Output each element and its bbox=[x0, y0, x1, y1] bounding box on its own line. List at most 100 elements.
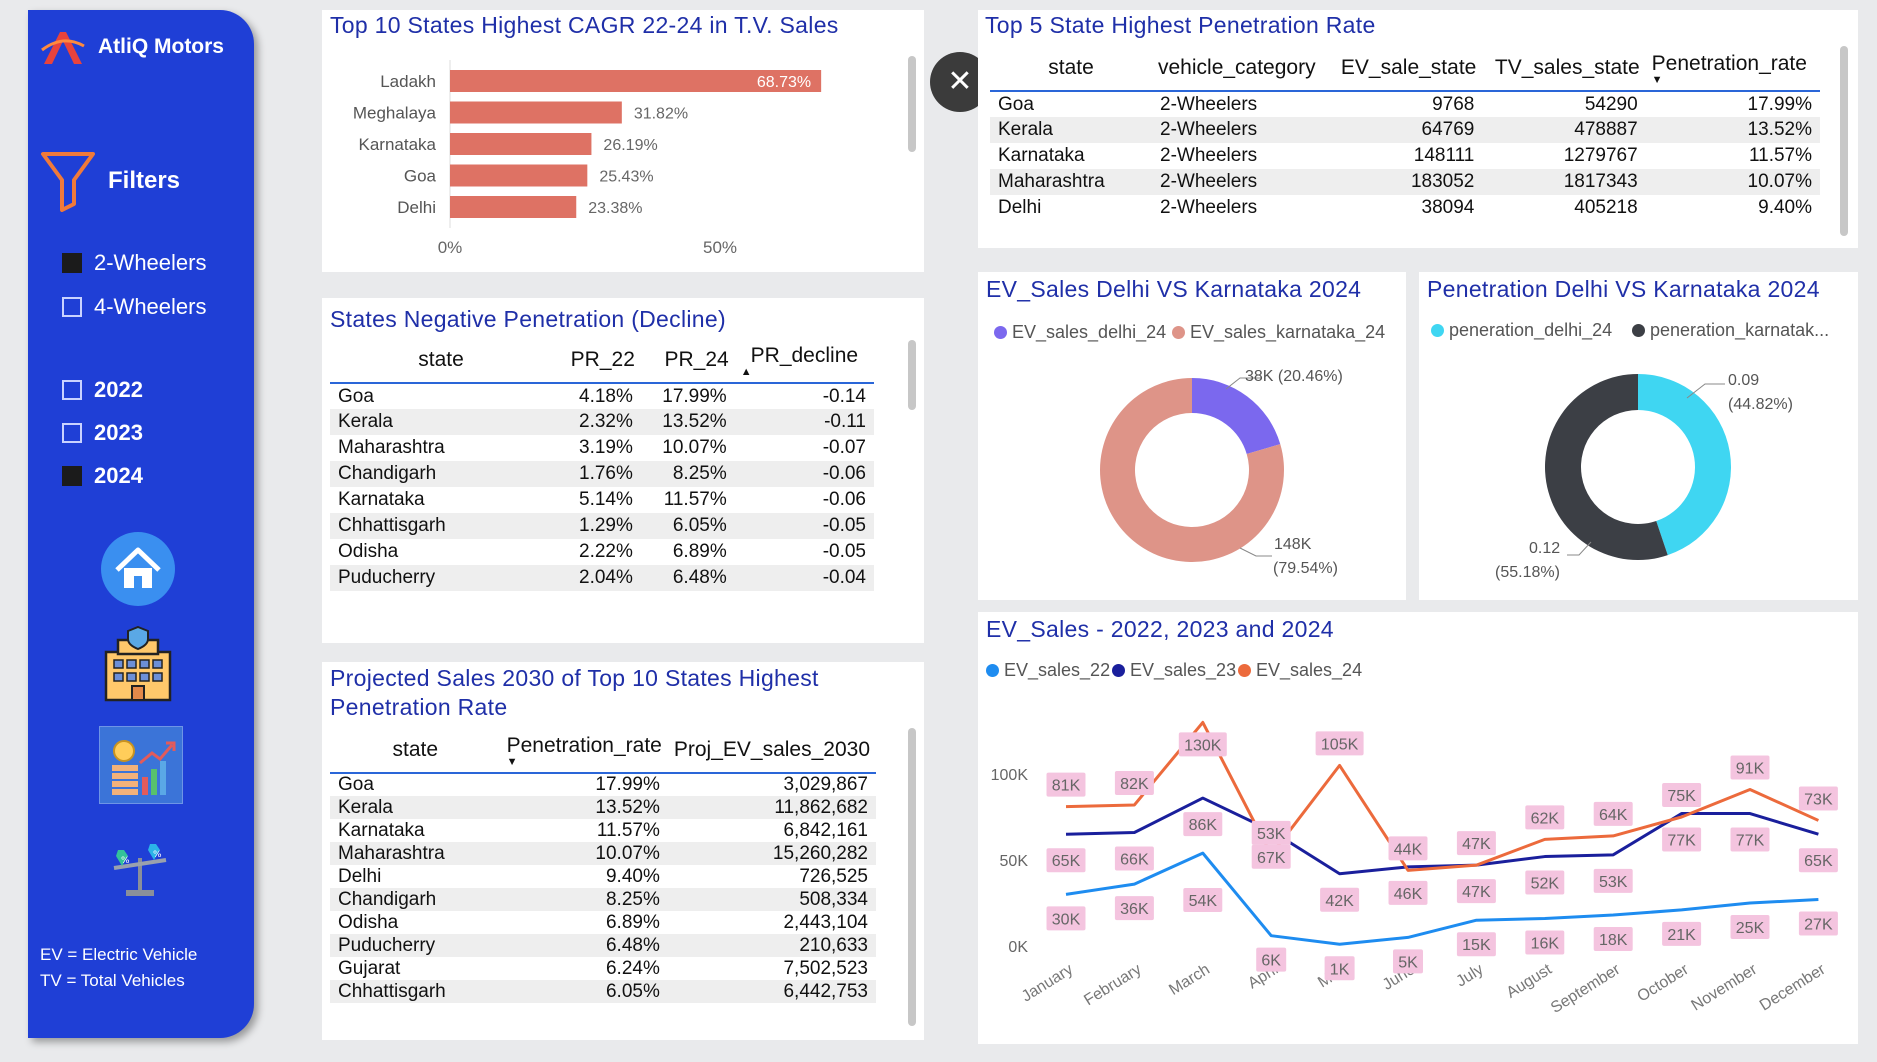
table-cell: Chhattisgarh bbox=[330, 513, 552, 539]
table-row[interactable]: Kerala 2.32% 13.52% -0.11 bbox=[330, 409, 874, 435]
legend-item[interactable]: EV_sales_22 bbox=[986, 660, 1110, 681]
table-row[interactable]: Delhi 9.40% 726,525 bbox=[330, 865, 876, 888]
donut-slice[interactable] bbox=[1100, 378, 1284, 562]
filter-year-2022[interactable]: 2022 bbox=[62, 377, 143, 403]
legend-item[interactable]: EV_sales_23 bbox=[1112, 660, 1236, 681]
cagr-bar[interactable] bbox=[450, 196, 577, 218]
table-row[interactable]: Delhi 2-Wheelers 38094 405218 9.40% bbox=[990, 195, 1820, 221]
data-label-bg bbox=[1114, 770, 1154, 795]
col-pr24[interactable]: PR_24 bbox=[640, 338, 735, 384]
table-row[interactable]: Maharashtra 2-Wheelers 183052 1817343 10.07% bbox=[990, 169, 1820, 195]
table-row[interactable]: Goa 2-Wheelers 9768 54290 17.99% bbox=[990, 91, 1820, 117]
top5-scrollbar[interactable] bbox=[1840, 46, 1848, 236]
table-row[interactable]: Kerala 2-Wheelers 64769 478887 13.52% bbox=[990, 117, 1820, 143]
projected-scrollbar[interactable] bbox=[908, 728, 916, 1026]
filter-4-wheelers[interactable]: 4-Wheelers bbox=[62, 294, 206, 320]
table-row[interactable]: Puducherry 6.48% 210,633 bbox=[330, 934, 876, 957]
data-label: 21K bbox=[1662, 921, 1702, 946]
data-label: 77K bbox=[1662, 827, 1702, 852]
table-cell: Chandigarh bbox=[330, 461, 552, 487]
series-line[interactable] bbox=[1065, 851, 1819, 946]
data-label-text: 30K bbox=[1052, 911, 1081, 928]
cagr-bar[interactable] bbox=[450, 164, 588, 187]
table-cell: 54290 bbox=[1584, 93, 1638, 115]
table-header: state Penetration_rate ▼ Proj_EV_sales_20… bbox=[330, 728, 876, 774]
table-row[interactable]: Chandigarh 8.25% 508,334 bbox=[330, 888, 876, 911]
col-state[interactable]: state bbox=[330, 728, 501, 774]
data-label-bg bbox=[1593, 927, 1633, 952]
table-row[interactable]: Karnataka 5.14% 11.57% -0.06 bbox=[330, 487, 874, 513]
data-label-bg bbox=[1456, 879, 1496, 904]
projected-table: state Penetration_rate ▼ Proj_EV_sales_20… bbox=[330, 728, 876, 1003]
table-row[interactable]: Goa 4.18% 17.99% -0.14 bbox=[330, 383, 874, 409]
brand-name: AtliQ Motors bbox=[98, 35, 224, 58]
col-tv-sales-state[interactable]: TV_sales_state bbox=[1482, 46, 1646, 92]
checkbox-2-wheelers[interactable] bbox=[62, 253, 82, 273]
table-cell: 6.24% bbox=[605, 957, 660, 979]
cagr-bar[interactable] bbox=[450, 133, 592, 155]
col-state[interactable]: state bbox=[330, 338, 552, 384]
legend-item[interactable]: EV_sales_delhi_24 bbox=[994, 322, 1166, 343]
checkbox-2024[interactable] bbox=[62, 466, 82, 486]
sort-desc-icon: ▼ bbox=[1651, 74, 1663, 86]
legend-item[interactable]: peneration_delhi_24 bbox=[1431, 320, 1612, 341]
table-cell: 7,502,523 bbox=[783, 957, 868, 979]
filter-2-wheelers[interactable]: 2-Wheelers bbox=[62, 250, 206, 276]
table-row[interactable]: Karnataka 11.57% 6,842,161 bbox=[330, 819, 876, 842]
col-ev-sale-state[interactable]: EV_sale_state bbox=[1328, 46, 1483, 92]
home-icon[interactable] bbox=[101, 532, 175, 606]
data-label: 15K bbox=[1456, 932, 1496, 957]
legend-item[interactable]: EV_sales_karnataka_24 bbox=[1172, 322, 1385, 343]
data-label: 5K bbox=[1393, 949, 1423, 974]
cagr-bar[interactable] bbox=[450, 101, 622, 124]
table-row[interactable]: Goa 17.99% 3,029,867 bbox=[330, 773, 876, 796]
checkbox-4-wheelers[interactable] bbox=[62, 297, 82, 317]
cagr-scrollbar[interactable] bbox=[908, 56, 916, 152]
table-row[interactable]: Maharashtra 10.07% 15,260,282 bbox=[330, 842, 876, 865]
table-row[interactable]: Maharashtra 3.19% 10.07% -0.07 bbox=[330, 435, 874, 461]
table-row[interactable]: Chhattisgarh 1.29% 6.05% -0.05 bbox=[330, 513, 874, 539]
donut-slice[interactable] bbox=[1192, 378, 1281, 454]
legend-dot bbox=[1172, 326, 1185, 339]
table-row[interactable]: Chhattisgarh 6.05% 6,442,753 bbox=[330, 980, 876, 1003]
table-row[interactable]: Kerala 13.52% 11,862,682 bbox=[330, 796, 876, 819]
data-label: 81K bbox=[1046, 772, 1086, 797]
data-label: 6K bbox=[1256, 947, 1287, 972]
legend-item[interactable]: EV_sales_24 bbox=[1238, 660, 1362, 681]
sales-chart-icon bbox=[112, 740, 176, 795]
col-state[interactable]: state bbox=[990, 46, 1152, 92]
col-proj-sales[interactable]: Proj_EV_sales_2030 bbox=[667, 728, 876, 774]
filter-label: 2023 bbox=[94, 420, 143, 445]
negative-scrollbar[interactable] bbox=[908, 340, 916, 410]
filter-year-2024[interactable]: 2024 bbox=[62, 463, 143, 489]
balance-scale-icon[interactable]: % % bbox=[108, 844, 172, 900]
building-icon[interactable] bbox=[102, 626, 174, 702]
table-cell: -0.06 bbox=[734, 461, 874, 487]
table-cell: 11.57% bbox=[1748, 145, 1812, 166]
checkbox-2022[interactable] bbox=[62, 380, 82, 400]
table-cell: Goa bbox=[338, 774, 374, 795]
table-row[interactable]: Odisha 2.22% 6.89% -0.05 bbox=[330, 539, 874, 565]
legend-item[interactable]: peneration_karnatak... bbox=[1632, 320, 1829, 341]
table-row[interactable]: Chandigarh 1.76% 8.25% -0.06 bbox=[330, 461, 874, 487]
filter-year-2023[interactable]: 2023 bbox=[62, 420, 143, 446]
table-cell: -0.05 bbox=[734, 513, 874, 539]
checkbox-2023[interactable] bbox=[62, 423, 82, 443]
note-ev: EV = Electric Vehicle bbox=[40, 945, 198, 964]
col-vehicle-category[interactable]: vehicle_category bbox=[1152, 46, 1329, 92]
cagr-bar[interactable] bbox=[450, 70, 822, 92]
col-pr-decline[interactable]: PR_decline ▲ bbox=[734, 338, 874, 384]
col-pr22[interactable]: PR_22 bbox=[552, 338, 641, 384]
label-leader bbox=[1686, 383, 1725, 399]
table-row[interactable]: Gujarat 6.24% 7,502,523 bbox=[330, 957, 876, 980]
table-row[interactable]: Odisha 6.89% 2,443,104 bbox=[330, 911, 876, 934]
sales-chart-nav[interactable] bbox=[99, 726, 183, 804]
table-cell: 8.25% bbox=[640, 461, 735, 487]
table-row[interactable]: Puducherry 2.04% 6.48% -0.04 bbox=[330, 565, 874, 591]
col-penetration-rate[interactable]: Penetration_rate ▼ bbox=[1645, 46, 1820, 92]
donut-slice[interactable] bbox=[1545, 374, 1668, 560]
projected-title: Projected Sales 2030 of Top 10 States Hi… bbox=[330, 664, 819, 722]
table-row[interactable]: Karnataka 2-Wheelers 148111 1279767 11.57% bbox=[990, 143, 1820, 169]
donut-slice[interactable] bbox=[1638, 374, 1731, 556]
col-penetration-rate[interactable]: Penetration_rate ▼ bbox=[500, 728, 668, 774]
